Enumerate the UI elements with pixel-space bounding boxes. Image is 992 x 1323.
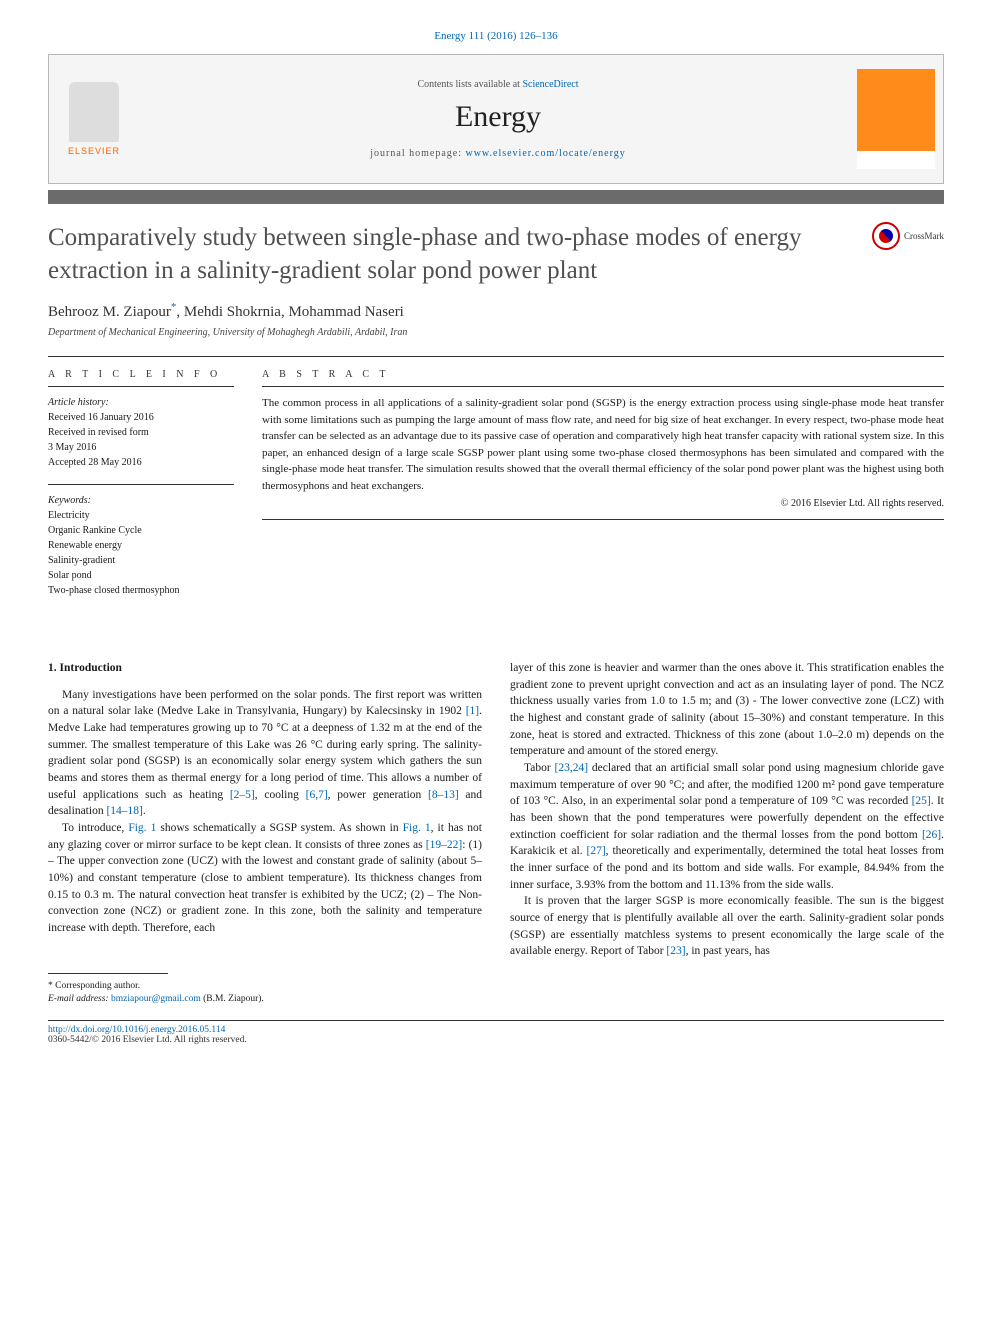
- abstract-copyright: © 2016 Elsevier Ltd. All rights reserved…: [262, 498, 944, 509]
- ref-26[interactable]: [26]: [922, 829, 941, 841]
- issn-copyright: 0360-5442/© 2016 Elsevier Ltd. All right…: [48, 1035, 247, 1045]
- t: To introduce,: [62, 822, 128, 834]
- crossmark-icon: [872, 222, 900, 250]
- footnote-separator: [48, 973, 168, 974]
- col2-p3: It is proven that the larger SGSP is mor…: [510, 893, 944, 960]
- publisher-name: ELSEVIER: [68, 146, 120, 156]
- body-columns: 1. Introduction Many investigations have…: [48, 660, 944, 1006]
- corresponding-author: * Corresponding author.: [48, 980, 482, 993]
- journal-cover-thumb: [857, 69, 935, 169]
- keyword-1: Organic Rankine Cycle: [48, 525, 142, 536]
- t: : (1) – The upper convection zone (UCZ) …: [48, 839, 482, 934]
- t: Tabor: [524, 762, 555, 774]
- ref-25[interactable]: [25]: [912, 795, 931, 807]
- t: .: [143, 805, 146, 817]
- ref-8-13[interactable]: [8–13]: [428, 789, 459, 801]
- revised-line1: Received in revised form: [48, 427, 149, 438]
- article-info: A R T I C L E I N F O Article history: R…: [48, 369, 234, 612]
- ref-6-7[interactable]: [6,7]: [306, 789, 328, 801]
- authors: Behrooz M. Ziapour*, Mehdi Shokrnia, Moh…: [48, 301, 944, 321]
- elsevier-tree-icon: [69, 82, 119, 142]
- abstract-heading: A B S T R A C T: [262, 369, 944, 387]
- email-label: E-mail address:: [48, 994, 111, 1004]
- received-date: Received 16 January 2016: [48, 412, 154, 423]
- header-center: Contents lists available at ScienceDirec…: [139, 79, 857, 159]
- revised-line2: 3 May 2016: [48, 442, 96, 453]
- crossmark[interactable]: CrossMark: [872, 222, 944, 250]
- homepage-link[interactable]: www.elsevier.com/locate/energy: [465, 148, 625, 159]
- keyword-0: Electricity: [48, 510, 90, 521]
- info-heading: A R T I C L E I N F O: [48, 369, 234, 387]
- intro-p1: Many investigations have been performed …: [48, 687, 482, 820]
- section-1-heading: 1. Introduction: [48, 660, 482, 677]
- journal-header: ELSEVIER Contents lists available at Sci…: [48, 54, 944, 184]
- accepted-date: Accepted 28 May 2016: [48, 457, 142, 468]
- article-title: Comparatively study between single-phase…: [48, 222, 856, 287]
- footer-divider: [48, 1020, 944, 1021]
- t: Many investigations have been performed …: [48, 689, 482, 718]
- keyword-5: Two-phase closed thermosyphon: [48, 585, 180, 596]
- col2-p1: layer of this zone is heavier and warmer…: [510, 660, 944, 760]
- author-1: Behrooz M. Ziapour: [48, 304, 171, 320]
- ref-1[interactable]: [1]: [466, 705, 479, 717]
- t: shows schematically a SGSP system. As sh…: [156, 822, 402, 834]
- footnote: * Corresponding author. E-mail address: …: [48, 980, 482, 1007]
- ref-19-22[interactable]: [19–22]: [426, 839, 462, 851]
- t: . Medve Lake had temperatures growing up…: [48, 705, 482, 800]
- homepage-line: journal homepage: www.elsevier.com/locat…: [139, 148, 857, 159]
- title-row: Comparatively study between single-phase…: [48, 222, 944, 287]
- email-suffix: (B.M. Ziapour).: [201, 994, 264, 1004]
- info-abstract-row: A R T I C L E I N F O Article history: R…: [48, 369, 944, 612]
- contents-line: Contents lists available at ScienceDirec…: [139, 79, 857, 90]
- email-line: E-mail address: bmziapour@gmail.com (B.M…: [48, 993, 482, 1006]
- ref-14-18[interactable]: [14–18]: [106, 805, 142, 817]
- t: , in past years, has: [686, 945, 770, 957]
- ref-2-5[interactable]: [2–5]: [230, 789, 255, 801]
- body-col-right: layer of this zone is heavier and warmer…: [510, 660, 944, 1006]
- t: , power generation: [328, 789, 428, 801]
- footer: http://dx.doi.org/10.1016/j.energy.2016.…: [48, 1025, 944, 1045]
- journal-name: Energy: [139, 100, 857, 134]
- keyword-3: Salinity-gradient: [48, 555, 115, 566]
- keywords-block: Keywords: Electricity Organic Rankine Cy…: [48, 493, 234, 598]
- divider: [48, 356, 944, 357]
- sciencedirect-link[interactable]: ScienceDirect: [522, 79, 578, 90]
- crossmark-label: CrossMark: [904, 231, 944, 241]
- header-underline: [48, 190, 944, 204]
- ref-23-24[interactable]: [23,24]: [555, 762, 589, 774]
- history-label: Article history:: [48, 397, 109, 408]
- intro-p2: To introduce, Fig. 1 shows schematically…: [48, 820, 482, 937]
- contents-prefix: Contents lists available at: [417, 79, 522, 90]
- ref-27[interactable]: [27]: [587, 845, 606, 857]
- keyword-4: Solar pond: [48, 570, 92, 581]
- abstract-divider: [262, 519, 944, 520]
- info-divider: [48, 484, 234, 485]
- col2-p2: Tabor [23,24] declared that an artificia…: [510, 760, 944, 893]
- doi-link[interactable]: http://dx.doi.org/10.1016/j.energy.2016.…: [48, 1025, 225, 1035]
- keyword-2: Renewable energy: [48, 540, 122, 551]
- t: , cooling: [255, 789, 306, 801]
- fig-1-link[interactable]: Fig. 1: [128, 822, 156, 834]
- abstract: A B S T R A C T The common process in al…: [262, 369, 944, 612]
- affiliation: Department of Mechanical Engineering, Un…: [48, 327, 944, 338]
- author-email[interactable]: bmziapour@gmail.com: [111, 994, 201, 1004]
- abstract-text: The common process in all applications o…: [262, 395, 944, 494]
- homepage-prefix: journal homepage:: [370, 148, 465, 159]
- article-history: Article history: Received 16 January 201…: [48, 395, 234, 470]
- citation: Energy 111 (2016) 126–136: [48, 30, 944, 42]
- elsevier-logo: ELSEVIER: [49, 74, 139, 164]
- ref-23[interactable]: [23]: [666, 945, 685, 957]
- fig-1-link-b[interactable]: Fig. 1: [403, 822, 431, 834]
- body-col-left: 1. Introduction Many investigations have…: [48, 660, 482, 1006]
- keywords-label: Keywords:: [48, 495, 91, 506]
- authors-rest: , Mehdi Shokrnia, Mohammad Naseri: [176, 304, 403, 320]
